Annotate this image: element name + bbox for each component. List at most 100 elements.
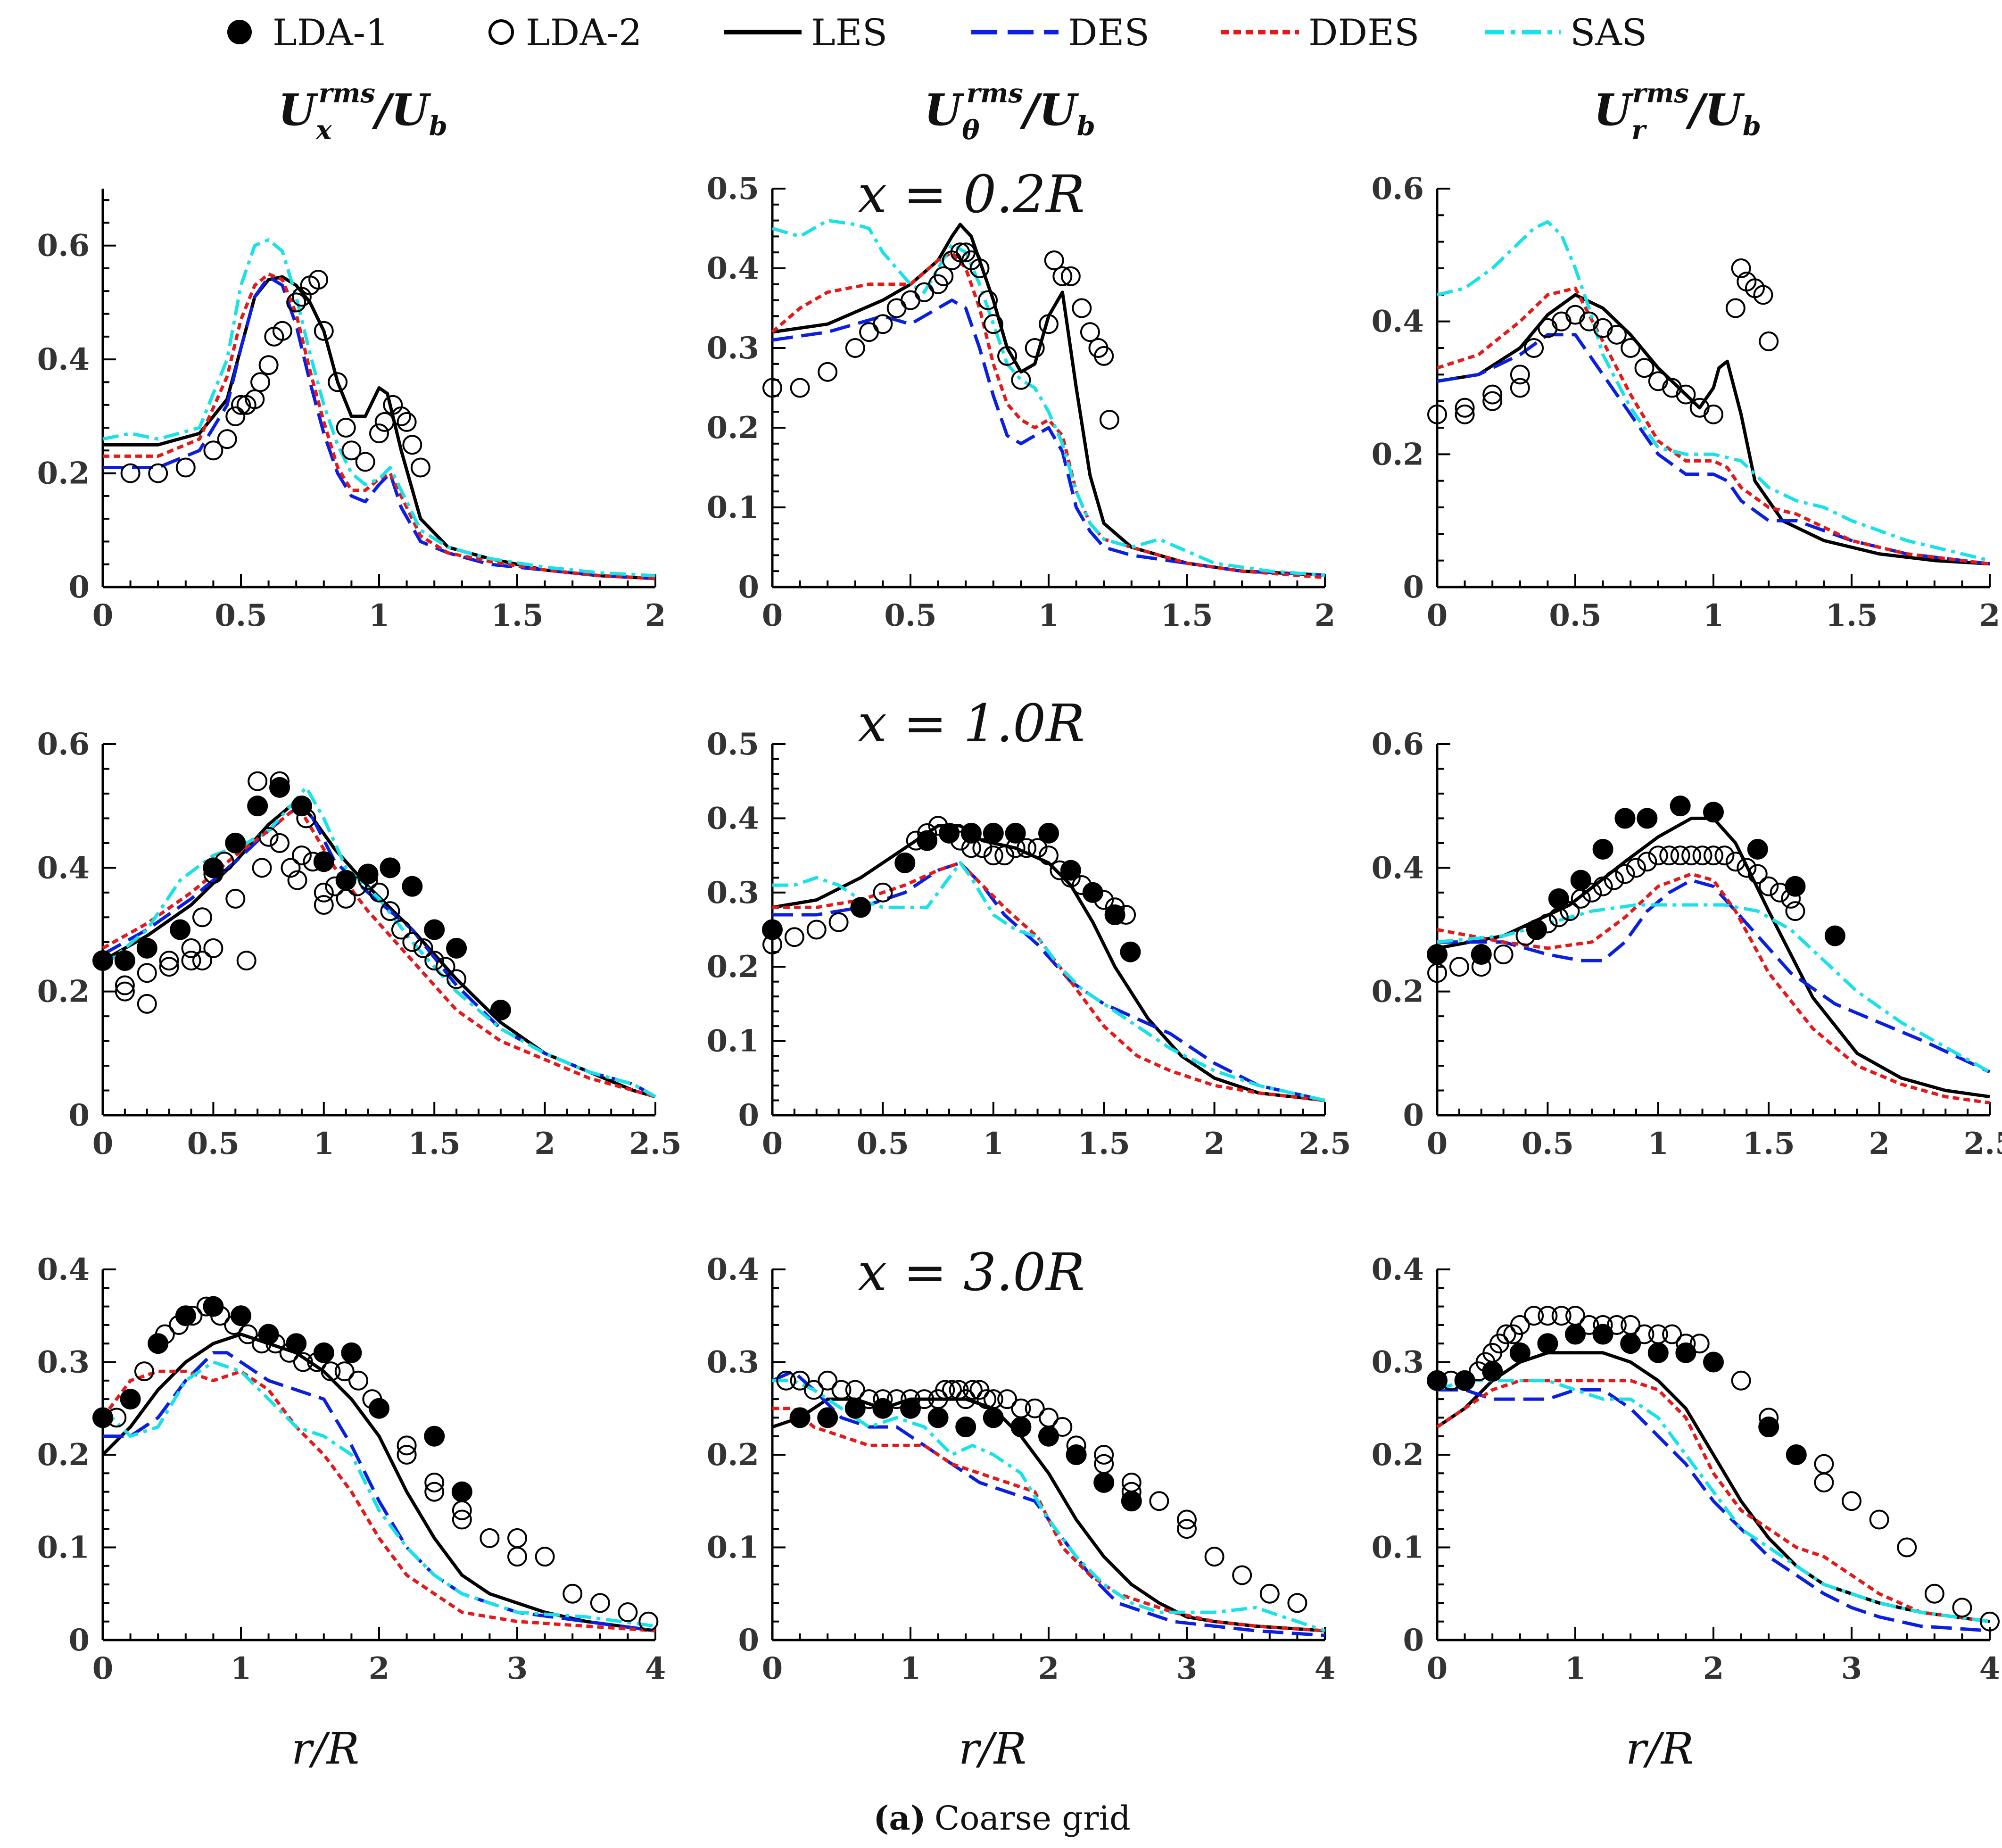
- series-lda-2-point: [1496, 1324, 1516, 1344]
- series-lda-2-point: [1924, 1583, 1944, 1604]
- series-lda-2-point: [1455, 404, 1475, 424]
- x-tick-label: 1: [1703, 598, 1724, 633]
- series-lda-2-point: [1704, 404, 1723, 424]
- series-lda-2-point: [1094, 890, 1114, 910]
- series-lda-2-point: [293, 1352, 313, 1372]
- series-lda-2-point: [1027, 838, 1048, 858]
- series-lda-2-point: [1455, 398, 1475, 418]
- svg-text:Uxrms/Ub: Ux rms/Ub: [278, 78, 447, 146]
- series-lda-2-point: [1510, 378, 1530, 398]
- x-tick-label: 0.5: [884, 598, 936, 633]
- series-lda-2-point: [424, 951, 445, 971]
- series-des-line: [1437, 878, 1991, 1074]
- series-lda-2-point: [134, 1361, 154, 1382]
- series-lda-2-point: [928, 816, 948, 836]
- y-tick-label: 0.2: [707, 1437, 759, 1473]
- y-tick-label: 0.1: [37, 1530, 90, 1566]
- series-lda-2-point: [1582, 882, 1602, 903]
- series-lda-2-point: [803, 1380, 824, 1400]
- series-lda-2-point: [231, 395, 251, 415]
- series-lda-2-point: [258, 827, 279, 847]
- x-tick-label: 1.5: [1078, 1126, 1130, 1161]
- series-ddes-line: [772, 861, 1325, 1102]
- series-lda-2-point: [225, 833, 246, 853]
- series-lda-2-point: [859, 322, 879, 342]
- series-lda-2-point: [1606, 1315, 1627, 1335]
- series-lda-2-point: [939, 823, 960, 843]
- series-lda-2-point: [1842, 1491, 1861, 1511]
- y-tick-label: 0: [68, 1623, 90, 1658]
- series-lda-1-point: [446, 937, 467, 959]
- y-tick-label: 0.5: [707, 727, 759, 762]
- x-tick-label: 2.5: [629, 1126, 681, 1161]
- series-lda-2-point: [935, 1380, 955, 1400]
- series-lda-2-point: [1121, 1482, 1142, 1502]
- series-lda-1-point: [203, 857, 224, 878]
- y-tick-label: 0.6: [1372, 171, 1424, 207]
- legend: LDA-1 LDA-2 LES DES DDES SAS: [227, 12, 1647, 54]
- series-lda-2-point: [314, 321, 334, 341]
- x-tick-label: 2: [1204, 1126, 1225, 1161]
- series-lda-2-point: [1052, 1417, 1073, 1437]
- y-tick-label: 0.4: [707, 1252, 759, 1287]
- header-3-rest-sub: b: [1743, 111, 1761, 142]
- series-lda-1-point: [1104, 904, 1125, 926]
- y-tick-label: 0.2: [1372, 1437, 1424, 1473]
- series-lda-2-point: [563, 1583, 583, 1604]
- series-lda-2-point: [270, 771, 290, 791]
- series-lda-2-point: [181, 951, 201, 971]
- series-lda-2-point: [435, 957, 455, 977]
- series-lda-2-point: [1072, 875, 1092, 895]
- series-lda-2-point: [1538, 913, 1558, 934]
- series-lda-2-point: [413, 938, 433, 958]
- series-lda-2-point: [790, 1370, 810, 1391]
- series-lda-2-point: [1626, 858, 1646, 878]
- y-tick-label: 0.1: [1372, 1530, 1424, 1566]
- series-des-line: [771, 1369, 1325, 1637]
- x-tick-label: 1: [900, 1651, 921, 1686]
- series-lda-2-point: [287, 870, 307, 890]
- series-lda-2-point: [818, 362, 838, 382]
- x-tick-label: 1: [369, 598, 390, 633]
- x-tick-label: 0.5: [187, 1126, 240, 1161]
- header-3-sup: rms: [1632, 78, 1689, 109]
- series-lda-2-point: [1952, 1598, 1972, 1618]
- series-lda-1-point: [983, 822, 1004, 844]
- series-lda-2-point: [321, 1361, 341, 1382]
- series-lda-1-point: [291, 796, 312, 817]
- series-lda-2-point: [845, 1380, 865, 1400]
- y-tick-label: 0.1: [707, 490, 759, 525]
- series-sas-line: [102, 238, 656, 578]
- series-sas-line: [1437, 903, 1991, 1074]
- series-lda-2-point: [507, 1528, 527, 1548]
- series-lda-2-point: [238, 1324, 258, 1344]
- y-tick-label: 0.3: [37, 1345, 90, 1380]
- x-tick-label: 1.5: [1825, 598, 1878, 633]
- series-lda-2-point: [1759, 331, 1779, 351]
- column-header-1: Ux rms/Ub: [278, 78, 447, 146]
- x-tick-label: 1.5: [1160, 598, 1213, 633]
- series-lda-2-point: [347, 876, 367, 896]
- series-lda-2-point: [1980, 1611, 2000, 1632]
- series-les-line: [103, 275, 656, 580]
- series-sas-line: [101, 1360, 656, 1628]
- series-des-line: [103, 275, 656, 580]
- series-lda-2-point: [1753, 285, 1773, 305]
- svg-text:Urrms/Ub: Ur rms/Ub: [1594, 78, 1761, 146]
- y-tick-label: 0.2: [37, 456, 90, 491]
- series-lda-2-point: [1510, 365, 1530, 385]
- series-lda-2-point: [203, 864, 223, 884]
- series-lda-2-point: [397, 1435, 417, 1456]
- series-lda-2-point: [886, 298, 907, 318]
- panel-r3-c3: 0 1 2 3 4 0 0.1 0.2 0.3 0.4: [1372, 1252, 2001, 1686]
- series-lda-2-point: [1177, 1509, 1197, 1530]
- series-lda-1-point: [313, 851, 334, 872]
- x-tick-label: 3: [1841, 1651, 1862, 1686]
- series-les-line: [1437, 816, 1990, 1099]
- series-des-line: [772, 298, 1325, 577]
- y-tick-label: 0: [1403, 1623, 1424, 1658]
- series-lda-2-point: [1025, 338, 1045, 358]
- series-lda-2-point: [873, 882, 893, 903]
- legend-marker-lda1: [227, 20, 252, 44]
- series-lda-2-point: [369, 882, 389, 903]
